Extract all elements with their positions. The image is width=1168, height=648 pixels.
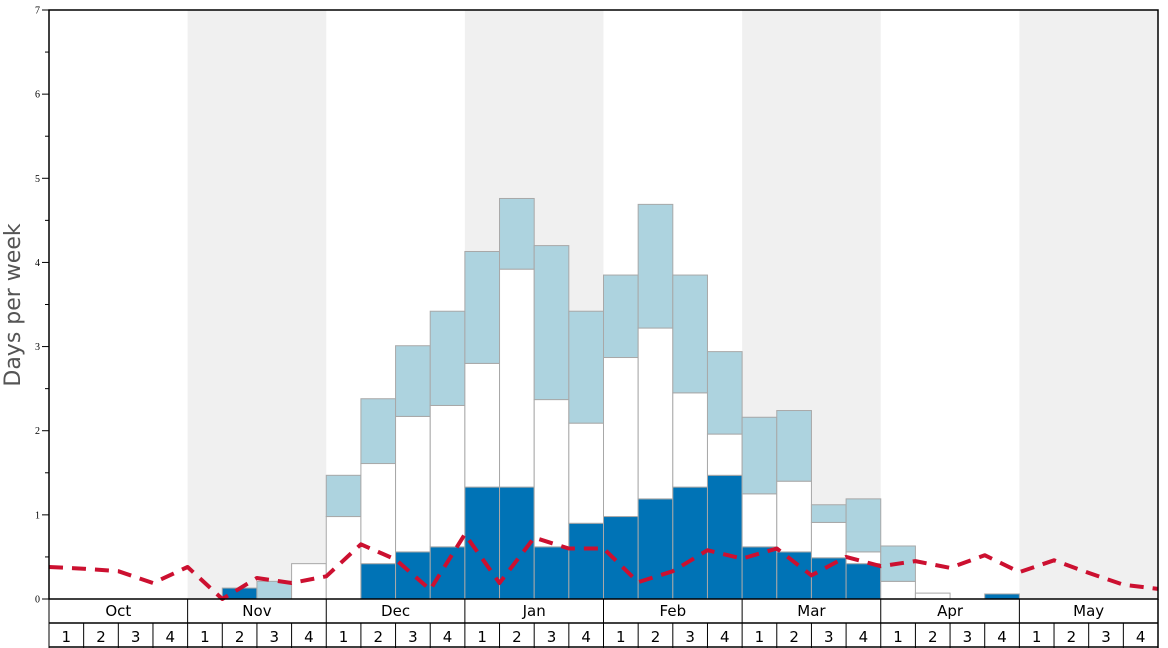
week-label: 2 — [235, 628, 245, 646]
week-label: 2 — [373, 628, 383, 646]
bar-light-week-12 — [429, 310, 466, 406]
bar-light-week-22 — [776, 410, 812, 482]
bar-mid-week-17 — [603, 357, 639, 518]
month-label-dec: Dec — [381, 602, 410, 620]
week-label: 1 — [339, 628, 349, 646]
month-label-jan: Jan — [522, 602, 546, 620]
week-label: 3 — [547, 628, 557, 646]
bar-light-week-17 — [603, 274, 639, 359]
y-tick-label: 1 — [35, 510, 40, 521]
bar-light-week-21 — [741, 416, 778, 495]
bar-light-week-24 — [845, 498, 882, 553]
bar-mid-week-22 — [776, 480, 812, 553]
week-label: 4 — [997, 628, 1007, 646]
week-label: 3 — [824, 628, 834, 646]
week-label: 2 — [96, 628, 106, 646]
bar-mid-week-21 — [741, 493, 778, 548]
bar-dark-week-21 — [741, 546, 778, 600]
week-label: 4 — [166, 628, 176, 646]
bar-light-week-20 — [706, 351, 743, 435]
month-shade-may — [1019, 10, 1158, 599]
week-label: 3 — [1101, 628, 1111, 646]
bar-mid-week-26 — [914, 592, 951, 600]
bar-dark-week-10 — [360, 563, 397, 600]
bar-mid-week-14 — [499, 268, 535, 488]
bar-dark-week-12 — [429, 546, 466, 600]
y-tick-label: 2 — [35, 426, 40, 437]
week-label: 2 — [512, 628, 522, 646]
bar-mid-week-13 — [464, 362, 501, 488]
month-shade-nov — [187, 10, 327, 599]
week-label: 4 — [720, 628, 730, 646]
bar-dark-week-28 — [984, 593, 1020, 600]
bar-light-week-19 — [672, 274, 708, 394]
bar-light-week-9 — [325, 474, 362, 518]
bar-mid-week-16 — [568, 422, 604, 524]
y-tick-label: 5 — [35, 174, 40, 185]
week-label: 4 — [859, 628, 869, 646]
week-label: 3 — [963, 628, 973, 646]
bar-light-week-13 — [464, 250, 501, 364]
week-label: 2 — [1067, 628, 1077, 646]
y-tick-label: 3 — [35, 342, 40, 353]
bar-dark-week-19 — [672, 486, 708, 600]
week-label: 4 — [581, 628, 591, 646]
bar-mid-week-19 — [672, 392, 708, 488]
bar-mid-week-11 — [395, 415, 431, 553]
bar-light-week-14 — [499, 197, 535, 270]
bar-light-week-18 — [637, 203, 674, 329]
week-label: 2 — [651, 628, 661, 646]
bar-dark-week-16 — [568, 522, 604, 600]
month-label-feb: Feb — [660, 602, 687, 620]
month-label-mar: Mar — [797, 602, 826, 620]
month-label-oct: Oct — [105, 602, 131, 620]
bar-dark-week-22 — [776, 551, 812, 600]
week-label: 1 — [477, 628, 487, 646]
week-label: 2 — [789, 628, 799, 646]
bar-mid-week-25 — [880, 580, 916, 600]
stacked-bars — [221, 197, 1020, 600]
y-tick-label: 4 — [35, 258, 40, 269]
week-label: 3 — [685, 628, 695, 646]
bar-dark-week-18 — [637, 498, 674, 600]
bar-light-week-16 — [568, 310, 604, 424]
week-label: 1 — [1032, 628, 1042, 646]
week-label: 1 — [755, 628, 765, 646]
bar-dark-week-20 — [706, 474, 743, 600]
bar-light-week-15 — [533, 245, 570, 401]
y-tick-label: 6 — [35, 90, 40, 101]
bar-dark-week-17 — [603, 516, 639, 600]
week-label: 3 — [269, 628, 279, 646]
week-label: 1 — [200, 628, 210, 646]
week-label: 3 — [131, 628, 141, 646]
bar-light-week-11 — [395, 345, 431, 417]
bar-mid-week-15 — [533, 399, 570, 548]
month-label-may: May — [1073, 602, 1104, 620]
bar-mid-week-12 — [429, 404, 466, 548]
y-tick-label: 0 — [35, 595, 40, 606]
bar-mid-week-23 — [810, 521, 847, 559]
week-label: 1 — [616, 628, 626, 646]
bar-mid-week-18 — [637, 327, 674, 500]
y-axis: 0 1 2 3 4 5 6 7 — [35, 6, 49, 606]
week-label: 3 — [408, 628, 418, 646]
bar-light-week-10 — [360, 398, 397, 465]
bar-light-week-23 — [810, 504, 847, 523]
bar-dark-week-24 — [845, 563, 882, 600]
week-label: 4 — [304, 628, 314, 646]
week-label: 4 — [443, 628, 453, 646]
bar-mid-week-20 — [706, 433, 743, 476]
month-label-apr: Apr — [937, 602, 964, 620]
bar-dark-week-15 — [533, 546, 570, 600]
week-label: 4 — [1136, 628, 1146, 646]
week-label: 2 — [928, 628, 938, 646]
month-label-nov: Nov — [242, 602, 271, 620]
y-axis-label: Days per week — [1, 223, 26, 386]
y-tick-label: 7 — [35, 6, 40, 17]
week-label: 1 — [893, 628, 903, 646]
x-axis: Oct 1 2 3 4 Nov 1 2 3 4 Dec 1 2 3 4 Jan 1 2 3 4 Feb 1 2 3 4 Mar 1 2… — [48, 599, 1159, 648]
week-label: 1 — [62, 628, 72, 646]
bar-dark-week-11 — [395, 551, 431, 600]
